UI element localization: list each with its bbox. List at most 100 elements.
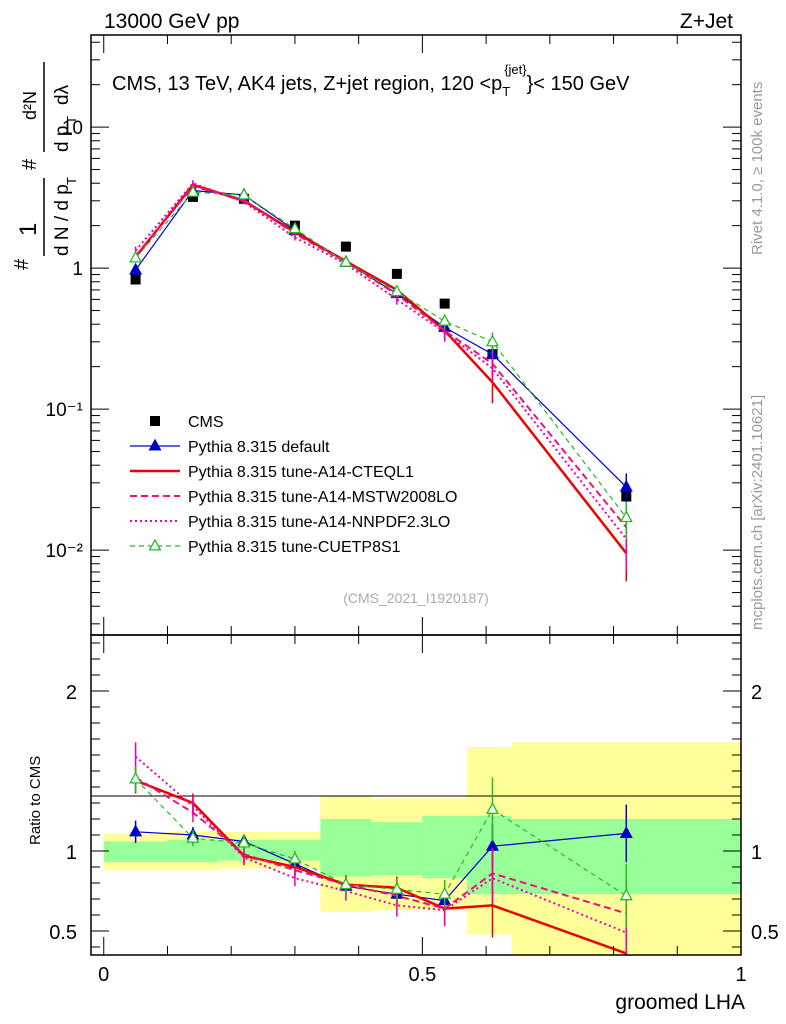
ylabel-hash1: #	[11, 258, 33, 270]
series-line	[134, 185, 628, 528]
ratio-y-tick-label-right: 2	[751, 682, 762, 704]
ratio-series-4	[129, 766, 633, 928]
legend-marker	[150, 416, 160, 426]
mc-point	[619, 510, 633, 523]
mc-point	[438, 313, 452, 326]
band-inner	[320, 819, 372, 877]
band-inner	[103, 841, 168, 863]
series-1	[129, 183, 633, 505]
ratio-point	[390, 882, 404, 894]
header-right: Z+Jet	[680, 10, 733, 33]
ylabel-T2: T	[64, 116, 79, 124]
ylabel-hash2: #	[19, 158, 41, 170]
legend-label: Pythia 8.315 tune-A14-MSTW2008LO	[188, 489, 457, 506]
data-point	[439, 298, 450, 309]
legend-label: CMS	[188, 414, 224, 431]
title-sup: {jet}	[504, 62, 527, 77]
legend-entry-0: CMS	[150, 414, 224, 431]
ratio-ticks: 0.5 0.51 12 20 0.5 1	[49, 635, 779, 986]
mc-point	[186, 184, 200, 197]
legend-label: Pythia 8.315 tune-A14-NNPDF2.3LO	[188, 514, 450, 531]
ratio-panel: 0.5 0.51 12 20 0.5 1	[49, 634, 779, 986]
band-inner	[371, 822, 423, 875]
ratio-series	[129, 742, 633, 955]
main-title: CMS, 13 TeV, AK4 jets, Z+jet region, 120…	[112, 62, 630, 99]
svg-text:CMS, 13 TeV, AK4 jets, Z+jet r: CMS, 13 TeV, AK4 jets, Z+jet region, 120…	[112, 62, 630, 99]
ratio-y-tick-label-right: 1	[751, 842, 762, 864]
mc-point	[288, 221, 302, 234]
y-tick-label: 1	[72, 259, 83, 280]
ratio-point	[288, 851, 302, 864]
ratio-point	[619, 826, 633, 838]
ratio-point	[339, 877, 353, 890]
legend-entry-4: Pythia 8.315 tune-A14-NNPDF2.3LO	[130, 514, 450, 531]
series-line	[134, 182, 628, 540]
ratio-point	[237, 835, 251, 848]
ylabel-dp: d p	[52, 126, 73, 152]
title-sub: T	[502, 84, 510, 99]
data-point	[391, 268, 402, 279]
ratio-y-tick-label: 0.5	[49, 922, 77, 944]
ratio-y-tick-label-right: 0.5	[751, 922, 779, 944]
main-ylabel: # 1 d N / d p T # d²N d p T dλ	[11, 62, 79, 270]
x-tick-label: 0	[98, 964, 109, 986]
ratio-bands	[103, 742, 741, 955]
main-ticks: 10⁻² 10⁻¹ 1 10	[46, 35, 742, 635]
ylabel-dl: dλ	[52, 84, 73, 105]
mc-point	[485, 334, 499, 347]
main-panel: 10⁻² 10⁻¹ 1 10 CMS, 13 TeV, AK4 jets, Z+jet…	[46, 34, 742, 636]
title-post: }< 150 GeV	[527, 73, 631, 95]
ratio-y-tick-label: 1	[66, 842, 77, 864]
data-point	[187, 191, 198, 202]
y-tick-label: 10	[62, 118, 83, 139]
ratio-point	[186, 830, 200, 843]
x-tick-label: 1	[735, 964, 746, 986]
legend-entry-2: Pythia 8.315 tune-A14-CTEQL1	[130, 464, 414, 481]
data-point	[340, 241, 351, 252]
mcplots-label: mcplots.cern.ch [arXiv:2401.10621]	[749, 395, 766, 630]
watermark: (CMS_2021_I1920187)	[343, 590, 489, 606]
legend-label: Pythia 8.315 tune-CUETP8S1	[188, 539, 401, 556]
ratio-y-tick-label: 2	[66, 682, 77, 704]
y-tick-label: 10⁻²	[46, 541, 84, 562]
ratio-frame	[90, 634, 742, 956]
legend-label: Pythia 8.315 default	[188, 439, 330, 456]
legend-marker	[148, 438, 162, 451]
mc-point	[619, 479, 633, 492]
legend: CMS Pythia 8.315 default Pythia 8.315 tune…	[130, 414, 457, 556]
data-point	[130, 274, 141, 285]
ratio-point	[129, 771, 143, 784]
ylabel-d2N: d²N	[20, 91, 40, 120]
mc-point	[390, 284, 404, 297]
ylabel-dN: d N / d p	[52, 184, 73, 256]
legend-entry-3: Pythia 8.315 tune-A14-MSTW2008LO	[130, 489, 457, 506]
y-tick-label: 10⁻¹	[46, 400, 84, 421]
ylabel-T1: T	[64, 177, 79, 185]
legend-entry-1: Pythia 8.315 default	[130, 438, 330, 456]
ratio-point	[129, 824, 143, 837]
band-inner	[466, 815, 512, 895]
series-5	[129, 184, 633, 539]
legend-label: Pythia 8.315 tune-A14-CTEQL1	[188, 464, 414, 481]
ratio-point	[485, 802, 499, 814]
mc-point	[339, 254, 353, 267]
ratio-point	[438, 886, 452, 899]
band-inner	[422, 815, 467, 879]
rivet-label: Rivet 4.1.0, ≥ 100k events	[749, 82, 766, 255]
title-pre: CMS, 13 TeV, AK4 jets, Z+jet region, 120…	[112, 73, 502, 95]
band-inner	[167, 839, 219, 863]
mc-point	[129, 250, 143, 263]
mc-point	[129, 262, 143, 275]
mc-point	[237, 187, 251, 200]
legend-marker	[148, 538, 162, 551]
main-series	[129, 180, 633, 582]
x-tick-label: 0.5	[408, 964, 436, 986]
xlabel: groomed LHA	[615, 991, 745, 1014]
ylabel-one: 1	[15, 223, 42, 236]
ratio-line	[135, 776, 627, 915]
ratio-ylabel: Ratio to CMS	[27, 756, 44, 845]
header-left: 13000 GeV pp	[104, 10, 239, 33]
ratio-point	[619, 888, 633, 901]
legend-entry-5: Pythia 8.315 tune-CUETP8S1	[130, 538, 401, 556]
